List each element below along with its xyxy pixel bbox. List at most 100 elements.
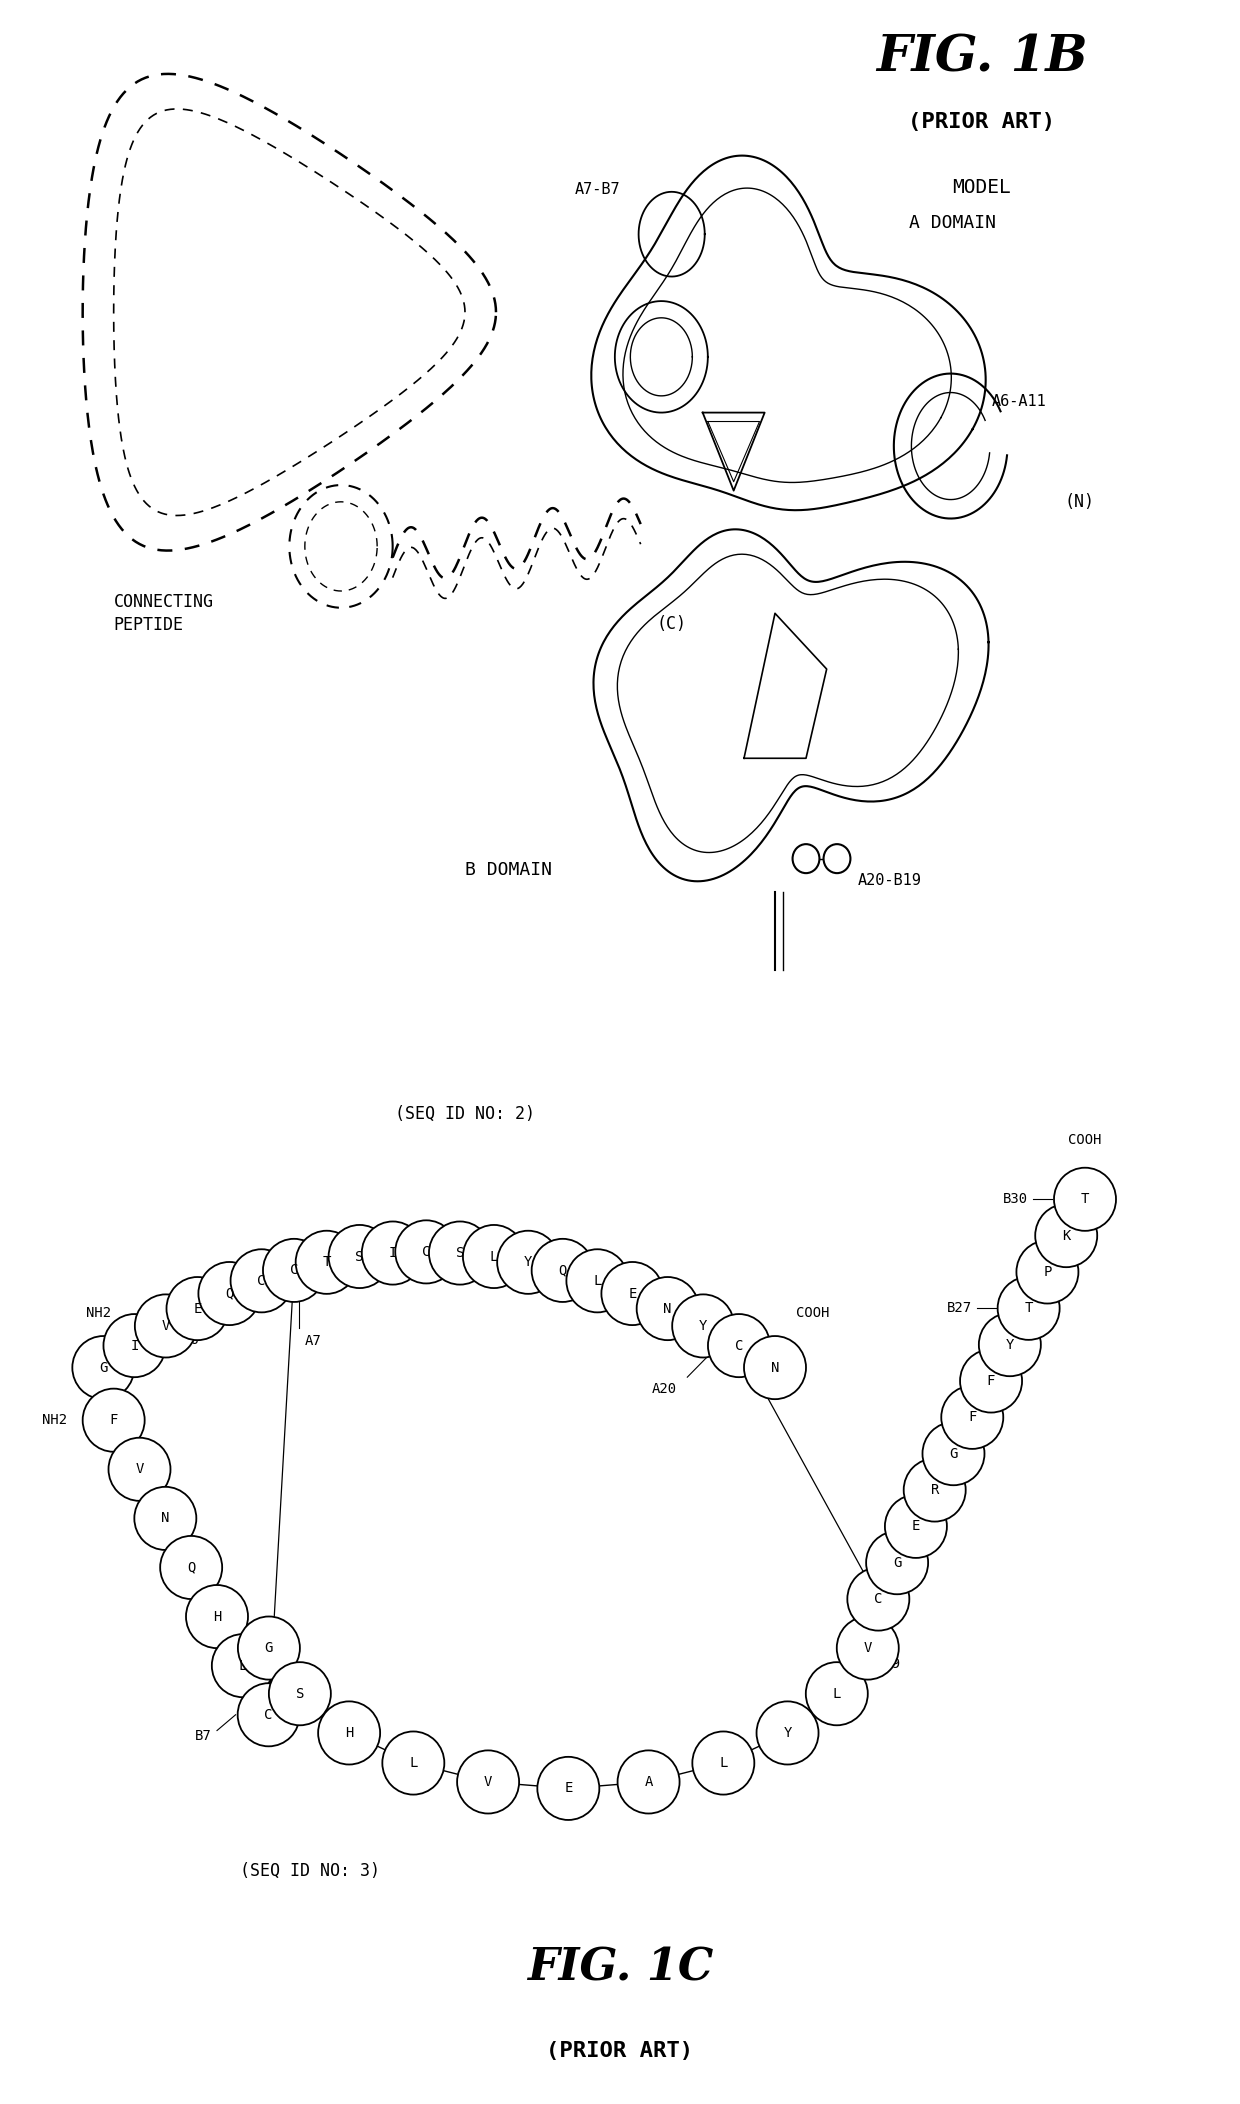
Circle shape bbox=[847, 1567, 909, 1631]
Text: T: T bbox=[322, 1256, 331, 1269]
Circle shape bbox=[636, 1277, 698, 1340]
Text: (C): (C) bbox=[657, 616, 687, 633]
Circle shape bbox=[463, 1225, 525, 1288]
Text: N: N bbox=[771, 1361, 779, 1374]
Text: E: E bbox=[911, 1519, 920, 1534]
Text: (PRIOR ART): (PRIOR ART) bbox=[908, 112, 1055, 133]
Text: S: S bbox=[456, 1246, 464, 1260]
Text: B DOMAIN: B DOMAIN bbox=[465, 861, 552, 879]
Text: S: S bbox=[356, 1250, 363, 1265]
Text: Q: Q bbox=[187, 1561, 196, 1574]
Text: T: T bbox=[1081, 1193, 1089, 1206]
Circle shape bbox=[601, 1262, 663, 1326]
Text: R: R bbox=[930, 1483, 939, 1498]
Circle shape bbox=[537, 1757, 599, 1820]
Circle shape bbox=[238, 1616, 300, 1679]
Circle shape bbox=[823, 844, 851, 873]
Text: V: V bbox=[863, 1641, 872, 1656]
Circle shape bbox=[186, 1584, 248, 1647]
Text: C: C bbox=[735, 1338, 743, 1353]
Circle shape bbox=[806, 1662, 868, 1725]
Text: E: E bbox=[629, 1286, 636, 1300]
Text: V: V bbox=[161, 1319, 170, 1334]
Circle shape bbox=[792, 844, 820, 873]
Text: A6: A6 bbox=[182, 1334, 200, 1347]
Text: CONNECTING
PEPTIDE: CONNECTING PEPTIDE bbox=[114, 593, 213, 633]
Circle shape bbox=[109, 1437, 171, 1500]
Text: Y: Y bbox=[525, 1256, 532, 1269]
Circle shape bbox=[692, 1732, 754, 1795]
Text: V: V bbox=[135, 1462, 144, 1477]
Text: COOH: COOH bbox=[1068, 1132, 1102, 1147]
Text: (N): (N) bbox=[1064, 492, 1095, 511]
Text: G: G bbox=[893, 1555, 901, 1570]
Text: N: N bbox=[161, 1511, 170, 1525]
Circle shape bbox=[1054, 1168, 1116, 1231]
Text: L: L bbox=[490, 1250, 498, 1265]
Circle shape bbox=[756, 1702, 818, 1765]
Circle shape bbox=[166, 1277, 228, 1340]
Text: L: L bbox=[409, 1757, 418, 1769]
Text: N: N bbox=[663, 1302, 672, 1315]
Text: B19: B19 bbox=[877, 1658, 901, 1671]
Circle shape bbox=[160, 1536, 222, 1599]
Circle shape bbox=[1017, 1241, 1079, 1304]
Text: A DOMAIN: A DOMAIN bbox=[909, 215, 996, 231]
Text: I: I bbox=[130, 1338, 139, 1353]
Circle shape bbox=[567, 1250, 629, 1313]
Circle shape bbox=[295, 1231, 357, 1294]
Circle shape bbox=[319, 1702, 381, 1765]
Text: K: K bbox=[1061, 1229, 1070, 1243]
Text: NH2: NH2 bbox=[86, 1307, 110, 1321]
Circle shape bbox=[885, 1494, 947, 1557]
Text: C: C bbox=[258, 1273, 265, 1288]
Text: E: E bbox=[564, 1782, 573, 1795]
Text: H: H bbox=[345, 1725, 353, 1740]
Circle shape bbox=[329, 1225, 391, 1288]
Text: P: P bbox=[1043, 1265, 1052, 1279]
Text: V: V bbox=[484, 1776, 492, 1788]
Text: G: G bbox=[264, 1641, 273, 1656]
Circle shape bbox=[134, 1488, 196, 1551]
Circle shape bbox=[362, 1222, 424, 1286]
Text: L: L bbox=[238, 1658, 247, 1673]
Text: B7: B7 bbox=[195, 1729, 212, 1742]
Text: F: F bbox=[968, 1410, 976, 1424]
Circle shape bbox=[618, 1751, 680, 1814]
Circle shape bbox=[998, 1277, 1060, 1340]
Text: F: F bbox=[109, 1414, 118, 1427]
Text: (SEQ ID NO: 2): (SEQ ID NO: 2) bbox=[396, 1105, 534, 1124]
Circle shape bbox=[532, 1239, 594, 1302]
Text: H: H bbox=[213, 1610, 221, 1624]
Text: B30: B30 bbox=[1003, 1193, 1028, 1206]
Circle shape bbox=[708, 1315, 770, 1378]
Text: A6-A11: A6-A11 bbox=[992, 393, 1047, 408]
Text: FIG. 1C: FIG. 1C bbox=[527, 1946, 713, 1988]
Text: A20-B19: A20-B19 bbox=[858, 873, 921, 888]
Circle shape bbox=[960, 1349, 1022, 1412]
Circle shape bbox=[978, 1313, 1040, 1376]
Text: A20: A20 bbox=[652, 1382, 677, 1397]
Text: C: C bbox=[264, 1708, 273, 1721]
Text: (PRIOR ART): (PRIOR ART) bbox=[547, 2041, 693, 2062]
Text: Q: Q bbox=[226, 1286, 233, 1300]
Circle shape bbox=[231, 1250, 293, 1313]
Circle shape bbox=[198, 1262, 260, 1326]
Text: NH2: NH2 bbox=[42, 1414, 67, 1427]
Circle shape bbox=[1035, 1203, 1097, 1267]
Text: Y: Y bbox=[699, 1319, 707, 1334]
Text: COOH: COOH bbox=[796, 1307, 830, 1321]
Circle shape bbox=[72, 1336, 134, 1399]
Text: Y: Y bbox=[784, 1725, 791, 1740]
Circle shape bbox=[396, 1220, 458, 1283]
Text: C: C bbox=[874, 1593, 883, 1605]
Circle shape bbox=[941, 1387, 1003, 1450]
Circle shape bbox=[672, 1294, 734, 1357]
Circle shape bbox=[212, 1635, 274, 1698]
Text: F: F bbox=[987, 1374, 996, 1389]
Text: C: C bbox=[290, 1262, 298, 1277]
Text: MODEL: MODEL bbox=[952, 179, 1011, 198]
Text: A7: A7 bbox=[304, 1334, 321, 1347]
Text: A: A bbox=[645, 1776, 652, 1788]
Text: G: G bbox=[99, 1361, 108, 1374]
